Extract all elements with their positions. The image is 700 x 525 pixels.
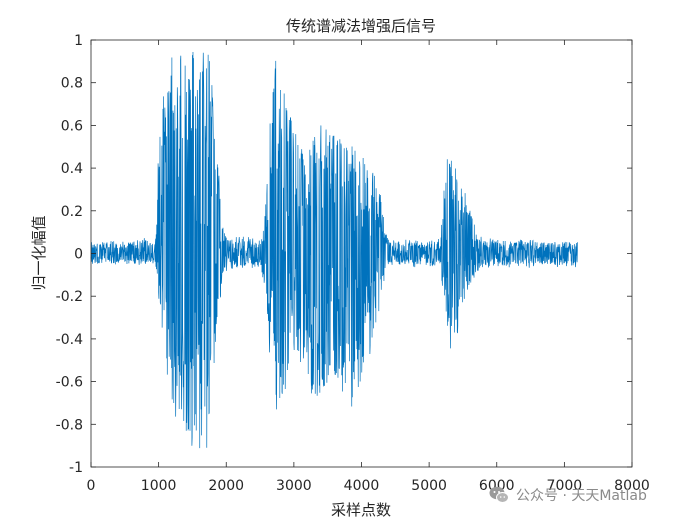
y-tick-label: 0.8 (61, 76, 83, 92)
y-tick-label: 0.4 (61, 161, 83, 177)
x-axis-label: 采样点数 (331, 501, 391, 519)
y-tick-label: 0 (74, 247, 83, 263)
x-tick-labels: 0 1000 2000 3000 4000 5000 6000 7000 8000 (87, 478, 650, 494)
y-tick-label: 1 (74, 33, 83, 49)
y-tick-label: -0.2 (56, 289, 83, 305)
signal-layer (90, 51, 578, 449)
wechat-icon (489, 486, 509, 503)
x-tick-label: 1000 (141, 478, 177, 494)
y-tick-label: -0.4 (56, 332, 83, 348)
y-tick-label: -0.6 (56, 375, 83, 391)
y-tick-label: 0.6 (61, 118, 83, 134)
series-line-0 (90, 51, 578, 449)
x-tick-label: 7000 (547, 478, 583, 494)
axes (90, 39, 633, 468)
x-tick-label: 0 (87, 478, 96, 494)
y-axis-label: 归一化幅值 (30, 215, 48, 290)
y-tick-labels: -1 -0.8 -0.6 -0.4 -0.2 0 0.2 0.4 0.6 0.8 1 (56, 33, 83, 476)
x-tick-label: 2000 (208, 478, 244, 494)
y-tick-label: -1 (69, 460, 83, 476)
x-tick-label: 5000 (411, 478, 447, 494)
y-tick-label: -0.8 (56, 417, 83, 433)
chart-title: 传统谱减法增强后信号 (286, 17, 436, 35)
x-tick-label: 8000 (614, 478, 650, 494)
x-tick-label: 6000 (479, 478, 515, 494)
watermark-text: 公众号 · 天天Matlab (516, 488, 647, 504)
x-tick-label: 4000 (344, 478, 380, 494)
x-tick-label: 3000 (276, 478, 312, 494)
watermark: 公众号 · 天天Matlab (488, 484, 647, 506)
y-tick-label: 0.2 (61, 204, 83, 220)
